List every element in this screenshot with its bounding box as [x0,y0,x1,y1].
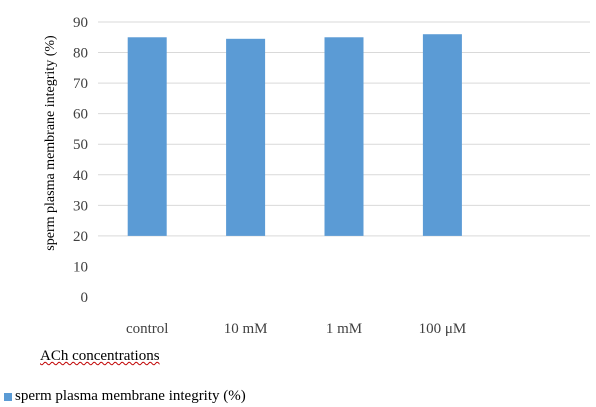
bar [422,34,462,236]
x-category-label: control [126,321,169,337]
y-tick-label: 80 [73,46,88,62]
y-tick-labels: 0 10 20 30 40 50 60 70 80 90 [73,15,88,306]
y-tick-label: 70 [73,76,88,92]
bar [226,38,266,236]
legend-label: sperm plasma membrane integrity (%) [15,388,246,404]
y-tick-label: 30 [73,198,88,214]
x-category-label: 100 μM [419,321,467,337]
y-tick-label: 90 [73,15,88,31]
y-tick-label: 40 [73,168,88,184]
bars [127,34,462,236]
x-category-label: 1 mM [326,321,362,337]
x-axis-label-text: ACh concentrations [40,348,160,364]
y-tick-label: 50 [73,137,88,153]
legend-swatch [4,392,12,401]
bar [324,37,364,236]
x-category-label: 10 mM [224,321,268,337]
y-tick-label: 0 [81,290,89,306]
y-tick-label: 10 [73,259,88,275]
x-category-labels: control 10 mM 1 mM 100 μM [126,321,466,337]
x-axis-label: ACh concentrations [40,348,160,365]
y-axis-label: sperm plasma membrane integrity (%) [43,35,58,251]
y-tick-label: 60 [73,107,88,123]
y-tick-label: 20 [73,229,88,245]
legend: sperm plasma membrane integrity (%) [4,388,246,405]
bar [127,37,167,236]
